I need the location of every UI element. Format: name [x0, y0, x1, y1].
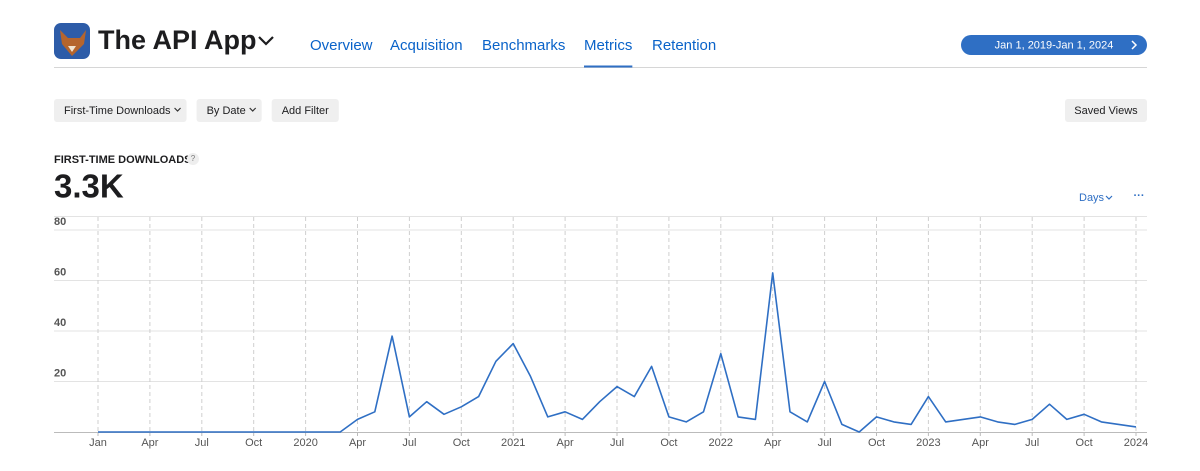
more-button[interactable]: ··· — [1134, 190, 1145, 202]
filter-button[interactable] — [196, 99, 262, 122]
y-tick-label: 40 — [54, 317, 66, 329]
nav-tab[interactable]: Metrics — [584, 37, 632, 54]
interval-select[interactable]: Days — [1079, 192, 1105, 204]
interval-chevron[interactable] — [1105, 195, 1113, 200]
app-name[interactable]: The API App — [98, 25, 257, 55]
x-tick-label: 2021 — [501, 437, 525, 449]
x-tick-label: Apr — [764, 437, 781, 449]
x-tick-label: Jan — [89, 437, 107, 449]
y-tick-label: 20 — [54, 367, 66, 379]
y-tick-label: 80 — [54, 216, 66, 228]
x-tick-label: Jul — [610, 437, 624, 449]
date-range[interactable]: Jan 1, 2019-Jan 1, 2024 — [995, 39, 1114, 51]
app-menu-chevron[interactable] — [258, 36, 274, 46]
x-tick-label: 2022 — [709, 437, 733, 449]
filter-button[interactable] — [54, 99, 187, 122]
metric-label: FIRST-TIME DOWNLOADS — [54, 154, 192, 166]
x-tick-label: 2023 — [916, 437, 940, 449]
x-tick-label: Jul — [818, 437, 832, 449]
x-tick-label: Jul — [1025, 437, 1039, 449]
nav-tab[interactable]: Benchmarks — [482, 37, 565, 54]
date-range-chevron[interactable] — [1131, 40, 1138, 50]
x-tick-label: Oct — [868, 437, 885, 449]
filter-label[interactable]: First-Time Downloads — [64, 105, 171, 117]
x-tick-label: Apr — [141, 437, 158, 449]
x-tick-label: Oct — [245, 437, 262, 449]
filter-label[interactable]: By Date — [207, 105, 246, 117]
app-icon-fox — [60, 30, 86, 56]
x-tick-label: Apr — [349, 437, 366, 449]
x-tick-label: Apr — [557, 437, 574, 449]
help-icon[interactable] — [187, 153, 199, 165]
x-tick-label: Apr — [972, 437, 989, 449]
nav-tab[interactable]: Acquisition — [390, 37, 463, 54]
nav-tab[interactable]: Overview — [310, 37, 373, 54]
x-tick-label: Jul — [195, 437, 209, 449]
metric-total: 3.3K — [54, 168, 124, 205]
line-series — [98, 272, 1137, 433]
x-tick-label: Oct — [660, 437, 677, 449]
x-tick-label: 2020 — [293, 437, 317, 449]
date-range-button[interactable] — [961, 35, 1147, 55]
filter-button[interactable] — [271, 99, 339, 122]
x-tick-label: Jul — [402, 437, 416, 449]
filter-chevron[interactable] — [174, 107, 181, 112]
x-tick-label: 2024 — [1124, 437, 1148, 449]
x-tick-label: Oct — [1076, 437, 1093, 449]
app-icon-fox-face — [68, 46, 76, 52]
saved-views-button[interactable] — [1065, 99, 1147, 122]
nav-tab[interactable]: Retention — [652, 37, 716, 54]
saved-views[interactable]: Saved Views — [1074, 105, 1138, 117]
help-text[interactable]: ? — [191, 154, 196, 163]
y-tick-label: 60 — [54, 266, 66, 278]
filter-label[interactable]: Add Filter — [282, 105, 329, 117]
filter-chevron[interactable] — [249, 107, 257, 112]
x-tick-label: Oct — [453, 437, 470, 449]
